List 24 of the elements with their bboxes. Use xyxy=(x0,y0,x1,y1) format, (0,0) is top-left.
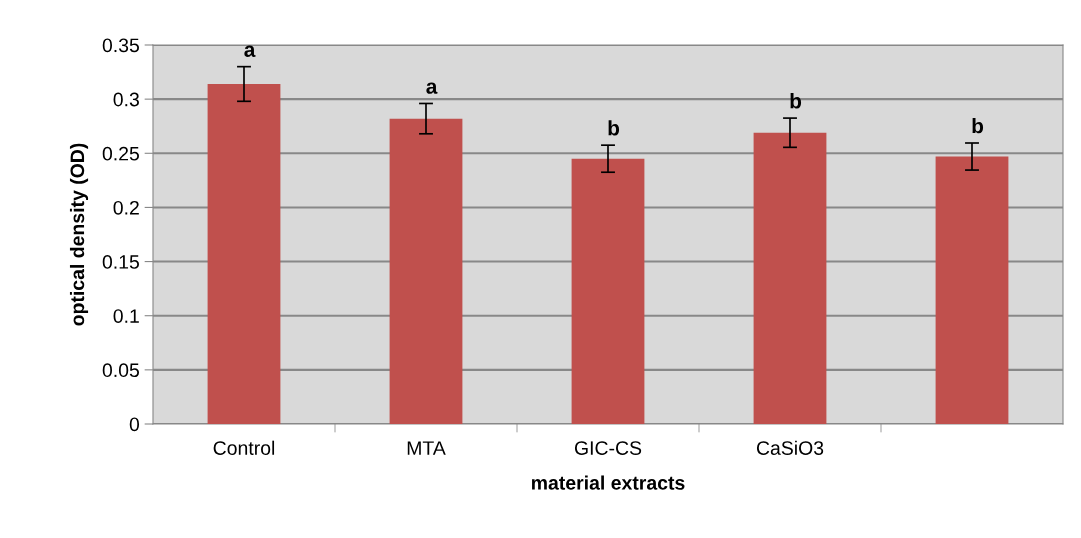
bar xyxy=(753,132,827,424)
y-tick-label: 0.3 xyxy=(113,92,139,107)
y-tick-label: 0.35 xyxy=(102,38,139,53)
y-tick-label: 0.2 xyxy=(113,200,139,215)
bar xyxy=(571,158,645,424)
data-label: a xyxy=(426,82,438,94)
data-label: a xyxy=(244,45,256,57)
bar xyxy=(207,83,281,424)
y-tick-label: 0.1 xyxy=(113,309,139,323)
x-tick-label: GIC-CS xyxy=(574,441,642,455)
y-tick-label: 0.15 xyxy=(102,255,139,269)
x-tick-label: CaSiO3 xyxy=(756,440,824,455)
y-axis-title: optical density (OD) xyxy=(69,143,89,326)
y-tick-label: 0.05 xyxy=(102,363,139,378)
data-label: b xyxy=(608,120,620,136)
x-tick-label: Control xyxy=(213,440,275,455)
data-label: b xyxy=(790,93,802,109)
bar xyxy=(935,156,1009,424)
bar xyxy=(389,118,463,424)
x-axis-title: material extracts xyxy=(532,475,685,490)
y-tick-label: 0.25 xyxy=(102,146,139,161)
x-tick-label: MTA xyxy=(407,441,446,455)
y-tick-label: 0 xyxy=(129,417,140,432)
data-label: b xyxy=(972,118,984,134)
